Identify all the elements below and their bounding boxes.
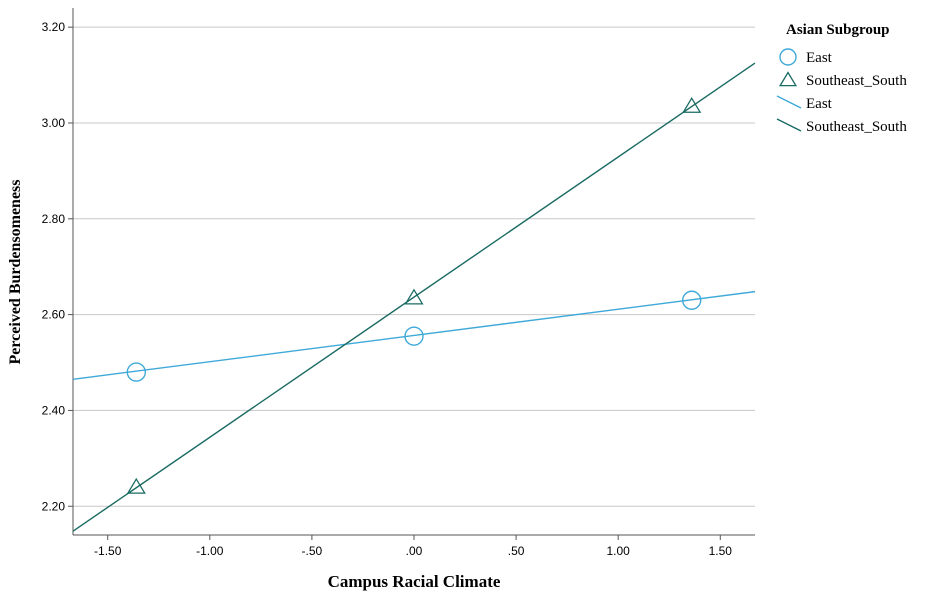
data-point-circle xyxy=(682,290,702,310)
x-tick-label: -1.50 xyxy=(94,544,122,558)
data-markers xyxy=(126,96,702,494)
y-tick-label: 2.80 xyxy=(42,212,66,226)
legend-label: Southeast_South xyxy=(806,73,907,89)
fit-line-southeast-south xyxy=(72,62,756,532)
x-tick-label: -1.00 xyxy=(196,544,224,558)
data-point-triangle xyxy=(404,288,424,305)
legend-triangle-icon xyxy=(778,71,798,87)
legend-label: East xyxy=(806,50,833,66)
data-point-triangle xyxy=(682,96,702,113)
fit-line-east xyxy=(72,290,756,380)
y-axis-title: Perceived Burdensomeness xyxy=(7,179,24,364)
legend-label: Southeast_South xyxy=(806,119,907,135)
x-tick-label: .00 xyxy=(406,544,423,558)
x-tick-label: 1.00 xyxy=(607,544,631,558)
legend-line-icon xyxy=(776,118,802,132)
legend-line-icon xyxy=(776,95,802,109)
fit-lines xyxy=(72,62,756,532)
legend-circle-icon xyxy=(779,48,797,66)
legend: Asian Subgroup East Southeast_South East So… xyxy=(776,22,907,135)
data-point-circle xyxy=(404,326,424,346)
y-tick-label: 2.60 xyxy=(42,308,66,322)
data-point-triangle xyxy=(126,477,146,494)
y-tick-label: 3.00 xyxy=(42,116,66,130)
x-tick-label: 1.50 xyxy=(709,544,733,558)
legend-label: East xyxy=(806,96,833,112)
x-axis-title: Campus Racial Climate xyxy=(328,572,501,591)
x-tick-label: -.50 xyxy=(302,544,323,558)
y-axis-ticks: 2.20 2.40 2.60 2.80 3.00 3.20 xyxy=(42,20,73,513)
y-tick-label: 2.40 xyxy=(42,403,66,417)
x-tick-label: .50 xyxy=(508,544,525,558)
data-point-circle xyxy=(126,362,146,382)
y-tick-label: 2.20 xyxy=(42,499,66,513)
y-tick-label: 3.20 xyxy=(42,20,66,34)
legend-title: Asian Subgroup xyxy=(786,22,890,38)
gridlines xyxy=(73,26,755,507)
x-axis-ticks: -1.50 -1.00 -.50 .00 .50 1.00 1.50 xyxy=(94,535,732,558)
